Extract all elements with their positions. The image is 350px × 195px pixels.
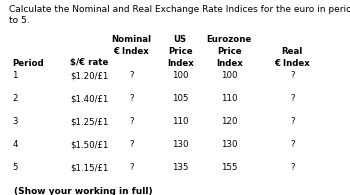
Text: € Index: € Index: [274, 58, 310, 67]
Text: $1.25/£1: $1.25/£1: [70, 117, 108, 126]
Text: ?: ?: [129, 117, 133, 126]
Text: € Index: € Index: [113, 47, 149, 56]
Text: ?: ?: [290, 163, 294, 172]
Text: US: US: [174, 35, 187, 44]
Text: 110: 110: [172, 117, 189, 126]
Text: (Show your working in full): (Show your working in full): [14, 187, 153, 195]
Text: $1.15/£1: $1.15/£1: [70, 163, 108, 172]
Text: ?: ?: [290, 71, 294, 80]
Text: ?: ?: [290, 117, 294, 126]
Text: $/€ rate: $/€ rate: [70, 58, 108, 67]
Text: Eurozone: Eurozone: [206, 35, 252, 44]
Text: 110: 110: [221, 94, 238, 103]
Text: Real: Real: [282, 47, 303, 56]
Text: Index: Index: [167, 58, 194, 67]
Text: 4: 4: [12, 140, 18, 149]
Text: ?: ?: [129, 163, 133, 172]
Text: 130: 130: [221, 140, 238, 149]
Text: 5: 5: [12, 163, 18, 172]
Text: $1.50/£1: $1.50/£1: [70, 140, 108, 149]
Text: 100: 100: [172, 71, 189, 80]
Text: Calculate the Nominal and Real Exchange Rate Indices for the euro in periods 1: Calculate the Nominal and Real Exchange …: [9, 5, 350, 14]
Text: 130: 130: [172, 140, 189, 149]
Text: 120: 120: [221, 117, 238, 126]
Text: 1: 1: [12, 71, 18, 80]
Text: Index: Index: [216, 58, 243, 67]
Text: ?: ?: [129, 140, 133, 149]
Text: 135: 135: [172, 163, 189, 172]
Text: ?: ?: [290, 140, 294, 149]
Text: $1.20/£1: $1.20/£1: [70, 71, 108, 80]
Text: ?: ?: [290, 94, 294, 103]
Text: to 5.: to 5.: [9, 16, 29, 25]
Text: 2: 2: [12, 94, 18, 103]
Text: Nominal: Nominal: [111, 35, 151, 44]
Text: 155: 155: [221, 163, 238, 172]
Text: ?: ?: [129, 71, 133, 80]
Text: ?: ?: [129, 94, 133, 103]
Text: 3: 3: [12, 117, 18, 126]
Text: 105: 105: [172, 94, 189, 103]
Text: Period: Period: [12, 58, 44, 67]
Text: $1.40/£1: $1.40/£1: [70, 94, 108, 103]
Text: Price: Price: [168, 47, 193, 56]
Text: Price: Price: [217, 47, 241, 56]
Text: 100: 100: [221, 71, 238, 80]
